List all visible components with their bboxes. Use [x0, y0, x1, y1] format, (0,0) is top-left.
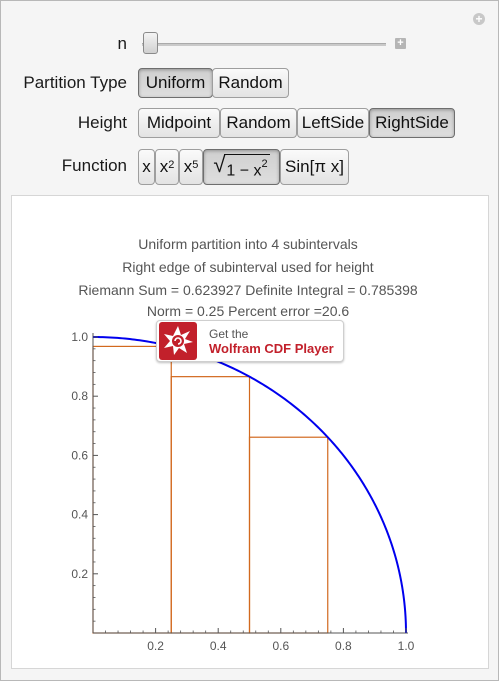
- title-line-4: Norm = 0.25 Percent error =20.6: [147, 303, 350, 319]
- riemann-rect-1: [92, 345, 172, 634]
- height-rightside-button[interactable]: RightSide: [369, 108, 455, 138]
- height-random-button[interactable]: Random: [220, 108, 297, 138]
- function-x-button[interactable]: x: [138, 149, 155, 185]
- n-label: n: [117, 34, 127, 53]
- plus-circle-icon[interactable]: +: [473, 13, 485, 25]
- badge-get-text: Get the: [209, 327, 249, 341]
- y-tick-label-2: 0.4: [71, 508, 88, 522]
- function-sqrt-button[interactable]: √ 1 − x2: [203, 149, 280, 185]
- function-sin-button[interactable]: Sin[π x]: [280, 149, 349, 185]
- y-tick-label-4: 0.8: [71, 389, 88, 403]
- x-tick-label-4: 0.8: [335, 639, 352, 653]
- y-tick-label-5: 1.0: [71, 330, 88, 344]
- function-x5-exp: 5: [192, 159, 199, 171]
- riemann-rect-2: [170, 376, 251, 634]
- riemann-rect-3: [248, 436, 329, 634]
- cdf-player-badge[interactable]: Get the Wolfram CDF Player: [156, 320, 344, 362]
- function-x2-exp: 2: [168, 159, 175, 171]
- wolfram-spikey-icon: [159, 322, 197, 360]
- title-line-1: Uniform partition into 4 subintervals: [138, 236, 357, 252]
- title-line-2: Right edge of subinterval used for heigh…: [122, 259, 373, 275]
- height-leftside-button[interactable]: LeftSide: [297, 108, 369, 138]
- function-x2-base: x: [159, 157, 169, 176]
- x-tick-label-5: 1.0: [398, 639, 415, 653]
- partition-uniform-button[interactable]: Uniform: [138, 68, 213, 98]
- function-x5-base: x: [183, 157, 193, 176]
- badge-product-text: Wolfram CDF Player: [209, 341, 334, 356]
- slider-expand-icon[interactable]: +: [395, 38, 406, 49]
- x-tick-label-2: 0.4: [210, 639, 227, 653]
- x-tick-label-1: 0.2: [147, 639, 164, 653]
- title-line-3: Riemann Sum = 0.623927 Definite Integral…: [78, 282, 418, 298]
- radical-sign-icon: √: [213, 151, 226, 177]
- function-label: Function: [61, 156, 127, 175]
- height-midpoint-button[interactable]: Midpoint: [138, 108, 220, 138]
- partition-type-label: Partition Type: [23, 73, 127, 92]
- x-tick-label-3: 0.6: [272, 639, 289, 653]
- y-tick-label-3: 0.6: [71, 448, 88, 462]
- height-label: Height: [77, 113, 127, 132]
- sqrt-inner-exp: 2: [261, 157, 268, 170]
- function-x-text: x: [142, 157, 151, 176]
- y-tick-label-1: 0.2: [71, 567, 88, 581]
- sqrt-inner-text: 1 − x: [226, 162, 262, 180]
- partition-random-button[interactable]: Random: [212, 68, 289, 98]
- sqrt-expression: √ 1 − x2: [213, 151, 270, 180]
- n-slider-track[interactable]: [142, 43, 386, 46]
- n-slider-thumb[interactable]: [143, 32, 158, 54]
